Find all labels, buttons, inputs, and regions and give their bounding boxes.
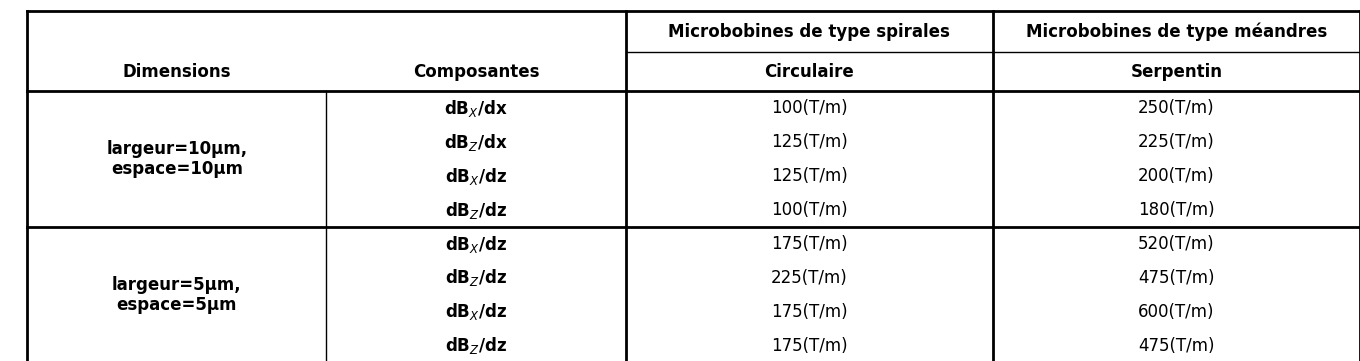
Text: dB$_X$/dx: dB$_X$/dx bbox=[445, 98, 507, 119]
Text: 225(T/m): 225(T/m) bbox=[1138, 133, 1214, 151]
Text: espace=5μm: espace=5μm bbox=[117, 296, 237, 314]
Text: dB$_X$/dz: dB$_X$/dz bbox=[445, 234, 507, 255]
Text: 475(T/m): 475(T/m) bbox=[1138, 269, 1214, 287]
Text: Dimensions: Dimensions bbox=[122, 63, 231, 81]
Text: 100(T/m): 100(T/m) bbox=[771, 201, 847, 219]
Text: largeur=10μm,: largeur=10μm, bbox=[106, 140, 248, 158]
Text: dB$_Z$/dz: dB$_Z$/dz bbox=[445, 200, 507, 221]
Text: 125(T/m): 125(T/m) bbox=[771, 133, 847, 151]
Text: dB$_X$/dz: dB$_X$/dz bbox=[445, 166, 507, 187]
Text: 180(T/m): 180(T/m) bbox=[1138, 201, 1214, 219]
Text: Microbobines de type méandres: Microbobines de type méandres bbox=[1025, 22, 1327, 41]
Text: 175(T/m): 175(T/m) bbox=[771, 303, 847, 321]
Text: Serpentin: Serpentin bbox=[1130, 63, 1223, 81]
Text: 600(T/m): 600(T/m) bbox=[1138, 303, 1214, 321]
Text: Microbobines de type spirales: Microbobines de type spirales bbox=[668, 23, 951, 40]
Text: 225(T/m): 225(T/m) bbox=[771, 269, 847, 287]
Text: 175(T/m): 175(T/m) bbox=[771, 337, 847, 355]
Text: Circulaire: Circulaire bbox=[764, 63, 854, 81]
Text: 125(T/m): 125(T/m) bbox=[771, 167, 847, 185]
Text: Composantes: Composantes bbox=[412, 63, 540, 81]
Text: dB$_Z$/dz: dB$_Z$/dz bbox=[445, 335, 507, 356]
Text: espace=10μm: espace=10μm bbox=[110, 160, 243, 178]
Text: 200(T/m): 200(T/m) bbox=[1138, 167, 1214, 185]
Text: 100(T/m): 100(T/m) bbox=[771, 99, 847, 117]
Text: dB$_Z$/dx: dB$_Z$/dx bbox=[445, 132, 507, 153]
Text: 250(T/m): 250(T/m) bbox=[1138, 99, 1214, 117]
Text: dB$_X$/dz: dB$_X$/dz bbox=[445, 301, 507, 322]
Text: dB$_Z$/dz: dB$_Z$/dz bbox=[445, 268, 507, 288]
Text: 475(T/m): 475(T/m) bbox=[1138, 337, 1214, 355]
Text: largeur=5μm,: largeur=5μm, bbox=[112, 276, 242, 294]
Text: 175(T/m): 175(T/m) bbox=[771, 235, 847, 253]
Text: 520(T/m): 520(T/m) bbox=[1138, 235, 1214, 253]
